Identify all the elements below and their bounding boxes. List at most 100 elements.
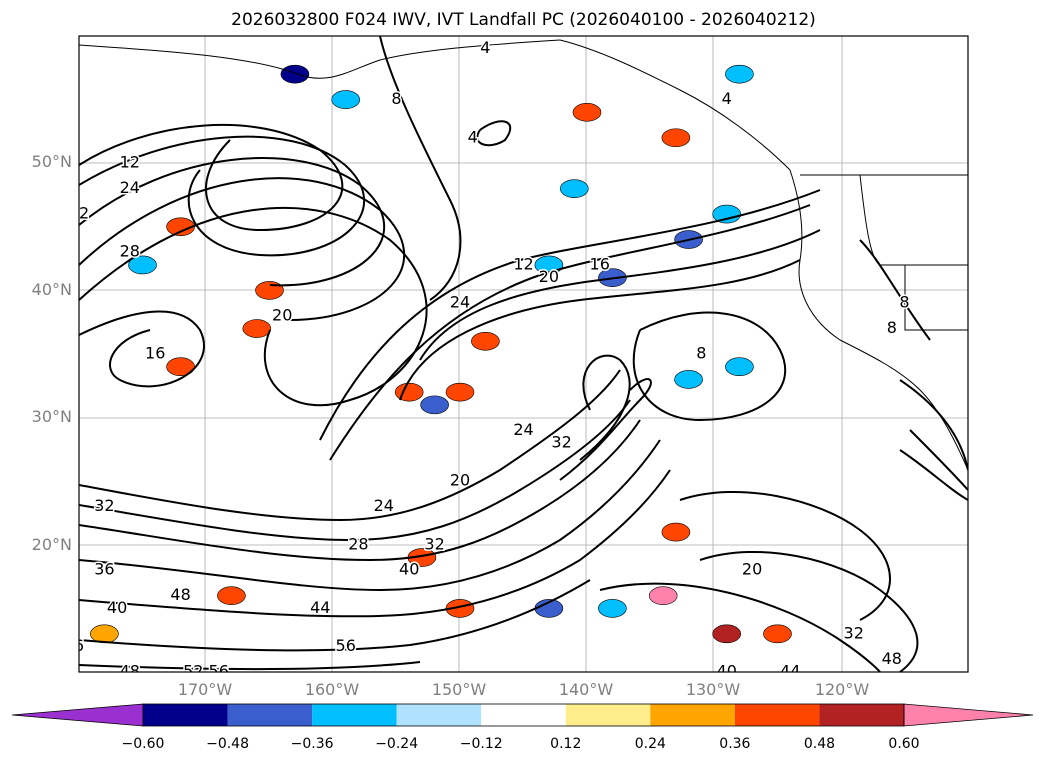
- colorbar-segment: [650, 704, 735, 726]
- contour-label: 44: [780, 662, 800, 681]
- anomaly-patch: [559, 179, 589, 198]
- lon-label-160w: 160°W: [304, 680, 360, 699]
- contour-label: 8: [887, 318, 897, 337]
- contour-label: 4: [468, 127, 478, 146]
- anomaly-patch: [90, 624, 119, 644]
- contour-label: 8: [391, 89, 401, 108]
- anomaly-patch: [394, 382, 424, 402]
- anomaly-patch: [725, 64, 754, 84]
- anomaly-patch: [484, 676, 512, 694]
- anomaly-patch: [598, 599, 627, 618]
- contour-label: 48: [882, 649, 902, 668]
- colorbar-tick-label: −0.36: [290, 736, 334, 752]
- contour-label: 56: [336, 636, 356, 655]
- contour-label: 32: [551, 433, 571, 452]
- contour-label: 40: [717, 662, 737, 681]
- lat-label-20: 20°N: [31, 535, 72, 554]
- anomaly-patch: [763, 624, 792, 644]
- contour-label: 4: [722, 89, 732, 108]
- contour-label: 28: [348, 534, 368, 553]
- contour-label: 52: [183, 662, 203, 681]
- anomaly-patch: [331, 90, 361, 109]
- colorbar-extend-min: [11, 703, 144, 727]
- contour-label: 36: [94, 560, 114, 579]
- anomaly-patch: [280, 64, 310, 84]
- contour-label: 8: [696, 344, 706, 363]
- colorbar-segment: [565, 704, 651, 726]
- colorbar-frame: [142, 703, 905, 727]
- colorbar-extend-max: [903, 703, 1034, 727]
- lon-label-150w: 150°W: [431, 680, 487, 699]
- contour-label: 12: [120, 153, 140, 172]
- colorbar-tick-label: 0.36: [719, 736, 751, 752]
- colorbar: [11, 703, 1034, 727]
- colorbar-segment: [143, 704, 228, 726]
- contour-label: 12: [513, 254, 533, 273]
- contour-label: 8: [899, 293, 909, 312]
- colorbar-tick-label: −0.60: [121, 736, 165, 752]
- colorbar-tick-label: 0.48: [803, 736, 836, 752]
- anomaly-layer: [90, 64, 792, 694]
- contour-label: 32: [424, 534, 444, 553]
- contour-label: 44: [310, 598, 330, 617]
- anomaly-patch: [217, 586, 246, 605]
- anomaly-patch: [166, 217, 195, 237]
- contour-label: 48: [120, 662, 140, 681]
- lat-label-30: 30°N: [31, 407, 72, 426]
- anomaly-patch: [420, 395, 449, 415]
- contour-label: 28: [120, 242, 140, 261]
- colorbar-tick-label: −0.12: [459, 736, 503, 752]
- anomaly-patch: [572, 103, 602, 122]
- anomaly-patch: [471, 331, 500, 351]
- iwv-contours: [79, 36, 968, 672]
- map-frame: [78, 35, 969, 673]
- contour-label: 20: [450, 471, 470, 490]
- lon-label-120w: 120°W: [814, 680, 870, 699]
- colorbar-tick-label: −0.24: [375, 736, 419, 752]
- contour-label: 32: [844, 623, 864, 642]
- contour-label: 24: [120, 178, 140, 197]
- lon-label-130w: 130°W: [685, 680, 741, 699]
- colorbar-segment: [481, 704, 566, 726]
- contour-label: 4: [480, 38, 490, 57]
- colorbar-tick-label: −0.48: [206, 736, 249, 752]
- colorbar-segment: [819, 704, 904, 726]
- anomaly-patch: [661, 522, 691, 542]
- contour-label: 24: [374, 496, 394, 515]
- contour-label: 32: [94, 496, 114, 515]
- anomaly-patch: [648, 586, 678, 605]
- colorbar-segment: [312, 704, 397, 726]
- contour-label: 32: [69, 204, 89, 223]
- anomaly-patch: [674, 370, 703, 389]
- coastlines: [79, 39, 968, 471]
- map-title: 2026032800 F024 IWV, IVT Landfall PC (20…: [231, 10, 816, 30]
- contour-label: 20: [272, 305, 292, 324]
- contour-label: 6: [74, 636, 84, 655]
- anomaly-patch: [661, 128, 691, 148]
- colorbar-segment: [396, 704, 482, 726]
- colorbar-tick-label: 0.12: [550, 736, 582, 752]
- colorbar-tick-label: 0.60: [888, 736, 920, 752]
- contour-label: 40: [107, 598, 127, 617]
- contour-label: 16: [145, 344, 165, 363]
- contour-label: 24: [450, 293, 470, 312]
- contour-label: 24: [513, 420, 533, 439]
- contour-label: 20: [539, 267, 559, 286]
- anomaly-patch: [242, 319, 272, 338]
- contour-label: 20: [742, 560, 762, 579]
- lat-label-40: 40°N: [31, 280, 72, 299]
- anomaly-patch: [255, 281, 284, 300]
- contour-label: 40: [399, 560, 419, 579]
- contour-label: 16: [590, 254, 610, 273]
- colorbar-segment: [734, 704, 820, 726]
- anomaly-patch: [712, 624, 742, 644]
- anomaly-patch: [712, 204, 742, 224]
- anomaly-patch: [445, 382, 475, 402]
- anomaly-patch: [725, 357, 754, 377]
- colorbar-segment: [227, 704, 313, 726]
- contour-label: 56: [209, 662, 229, 681]
- lon-label-140w: 140°W: [558, 680, 614, 699]
- contour-label: 48: [170, 585, 190, 604]
